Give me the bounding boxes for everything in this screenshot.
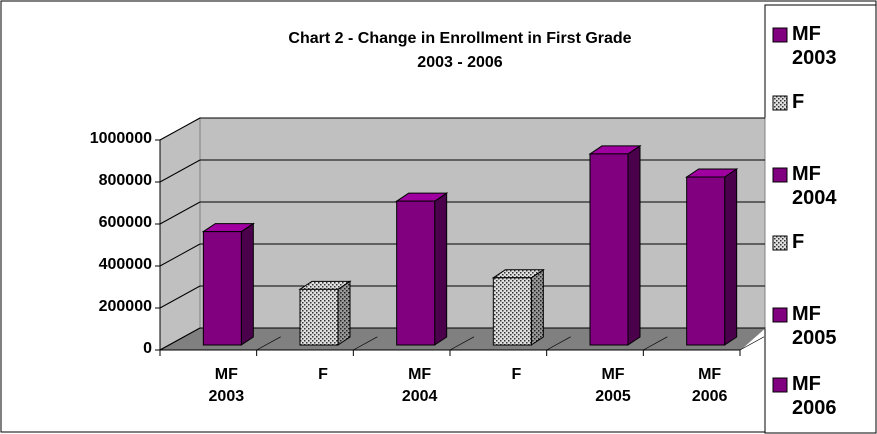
side-wall [159,117,201,351]
floor-divider [643,336,668,351]
x-tick-label: MF 2006 [691,366,728,405]
bar-side [627,144,641,346]
legend-label: F [792,231,805,253]
legend-box [764,4,877,434]
floor-divider [546,336,571,351]
bar [492,277,532,346]
chart-subtitle: 2003 - 2006 [417,54,503,71]
legend-swatch [772,167,788,183]
floor-divider [739,336,765,351]
y-tick-label: 0 [143,340,152,357]
bar [202,231,242,346]
legend-swatch [772,377,788,393]
y-tick-label: 400000 [98,256,152,273]
floor-divider [159,336,185,351]
legend-swatch [772,235,788,251]
bar [686,176,726,346]
x-tick-label: F [318,366,328,383]
x-tick-label: MF 2004 [401,366,438,405]
grid-line [159,159,201,183]
legend-label: F [792,91,805,113]
legend-label: MF 2004 [792,163,837,209]
grid-line [159,285,201,309]
legend-label: MF 2003 [792,23,837,69]
x-tick-label: MF 2003 [208,366,245,405]
y-tick-label: 600000 [98,214,152,231]
chart-title: Chart 2 - Change in Enrollment in First … [288,30,632,47]
grid-line [159,117,201,141]
floor-divider [449,336,475,351]
legend-swatch [772,307,788,323]
bar [299,288,339,346]
bar-side [434,192,448,346]
back-wall [199,117,766,329]
x-tick-label: F [511,366,522,383]
bar [589,153,629,346]
bar [396,200,436,346]
legend-swatch [772,95,788,111]
bar-side [240,222,254,346]
y-tick-label: 1000000 [89,130,152,147]
bar-side [530,268,544,346]
grid-line [159,201,201,225]
y-tick-label: 800000 [98,172,152,189]
floor-divider [256,336,281,351]
legend-label: MF 2005 [792,303,837,349]
x-tick-label: MF 2005 [595,366,631,405]
legend-swatch [772,27,788,43]
y-tick-label: 200000 [98,298,152,315]
grid-line [159,243,201,267]
floor-divider [353,336,378,351]
bar-side [724,168,738,346]
bar-side [337,280,351,346]
legend-label: MF 2006 [792,373,837,419]
